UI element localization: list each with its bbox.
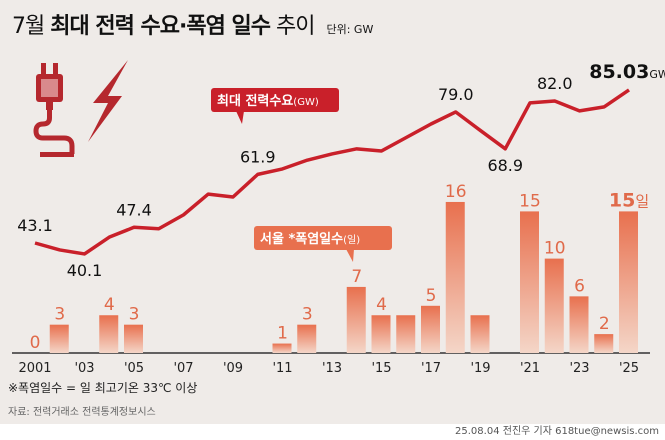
chart-title: 7월 최대 전력 수요·폭염 일수 추이 단위: GW xyxy=(12,8,373,40)
line-label-2022: 82.0 xyxy=(537,74,573,93)
plug-icon xyxy=(33,63,75,157)
x-tick-label: '17 xyxy=(421,361,441,376)
x-tick-label: '13 xyxy=(322,361,342,376)
line-label-2020: 68.9 xyxy=(487,156,523,175)
x-tick-label: '05 xyxy=(124,361,144,376)
legend-bar-callout: 서울 *폭염일수(일) xyxy=(254,226,392,262)
bar-label-2021: 15 xyxy=(519,191,541,211)
power-demand-line xyxy=(34,88,630,256)
bar-label-2005: 3 xyxy=(129,305,140,325)
lightning-icon xyxy=(88,60,128,142)
bar-label-2014: 7 xyxy=(351,267,362,287)
x-tick-label: '03 xyxy=(74,361,94,376)
bar-label-2004: 4 xyxy=(104,295,115,315)
x-tick-label: '07 xyxy=(173,361,193,376)
line-label-2025: 85.03GW xyxy=(589,61,665,83)
bar-label-2022: 10 xyxy=(544,239,566,259)
legend-bar-unit: (일) xyxy=(343,234,360,246)
unit-label: 단위: GW xyxy=(326,23,374,36)
heat-bar-2025 xyxy=(619,211,638,353)
credit: 25.08.04 전진우 기자 618tue@newsis.com xyxy=(455,426,659,437)
legend-line-unit: (GW) xyxy=(293,97,319,108)
heat-bar-2019 xyxy=(470,315,490,353)
heat-bar-2015 xyxy=(371,315,391,353)
heat-bar-2016 xyxy=(396,315,416,353)
source: 자료: 전력거래소 전력통계정보시스 xyxy=(8,407,156,418)
credit-bar: 25.08.04 전진우 기자 618tue@newsis.com xyxy=(0,424,665,440)
x-tick-label: '09 xyxy=(223,361,243,376)
bar-label-2024: 2 xyxy=(599,314,610,334)
heat-bar-2004 xyxy=(99,315,119,353)
footnote: ※폭염일수 = 일 최고기온 33℃ 이상 xyxy=(8,381,198,395)
title-prefix: 7월 xyxy=(12,14,45,39)
bar-label-2011: 1 xyxy=(277,324,288,344)
heat-bar-2014 xyxy=(346,286,366,353)
line-label-2005: 47.4 xyxy=(116,200,152,219)
bar-label-2017: 5 xyxy=(426,286,437,306)
line-label-2018: 79.0 xyxy=(438,85,474,104)
heat-bar-2022 xyxy=(544,258,564,353)
bar-label-2025: 15일 xyxy=(609,189,649,211)
legend-bar-label: 서울 *폭염일수 xyxy=(260,231,343,247)
bar-label-2015: 4 xyxy=(376,295,387,315)
heat-bar-2002 xyxy=(49,324,69,353)
bar-label-2018: 16 xyxy=(445,182,467,202)
heat-bar-2017 xyxy=(421,305,440,353)
svg-text:서울 *폭염일수(일): 서울 *폭염일수(일) xyxy=(260,231,360,247)
x-tick-label: '23 xyxy=(569,361,589,376)
bar-label-2023: 6 xyxy=(574,276,585,296)
x-tick-label: 2001 xyxy=(18,361,51,376)
heat-bar-2018 xyxy=(445,201,465,353)
x-tick-label: '21 xyxy=(520,361,540,376)
svg-text:최대 전력수요(GW): 최대 전력수요(GW) xyxy=(217,93,319,109)
x-tick-label: '11 xyxy=(272,361,292,376)
title-suffix: 추이 xyxy=(276,14,315,39)
legend-line-label: 최대 전력수요 xyxy=(217,93,293,109)
x-tick-label: '25 xyxy=(619,361,639,376)
heat-bar-2011 xyxy=(272,343,292,353)
line-label-2003: 40.1 xyxy=(67,261,103,280)
heat-bar-2005 xyxy=(124,324,143,353)
bar-label-2001: 0 xyxy=(30,333,41,353)
bar-label-2002: 3 xyxy=(54,305,65,325)
x-tick-label: '15 xyxy=(371,361,391,376)
legend-line-callout: 최대 전력수요(GW) xyxy=(211,88,339,124)
heat-bar-2012 xyxy=(297,324,317,353)
line-label-2001: 43.1 xyxy=(17,216,53,235)
heat-bar-2024 xyxy=(594,334,614,353)
heat-bar-2021 xyxy=(520,211,539,353)
bar-label-2012: 3 xyxy=(302,305,313,325)
title-bold: 최대 전력 수요·폭염 일수 xyxy=(50,14,271,39)
heat-bar-2023 xyxy=(569,296,589,353)
line-label-2010: 61.9 xyxy=(240,147,276,166)
x-tick-label: '19 xyxy=(470,361,490,376)
